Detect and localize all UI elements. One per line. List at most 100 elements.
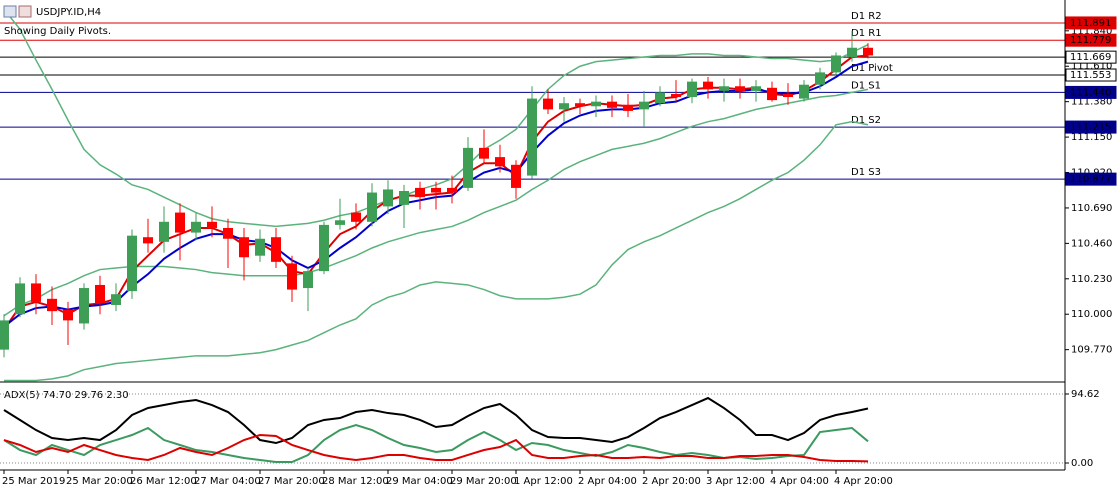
price-label-box xyxy=(1065,85,1117,99)
candle-body xyxy=(575,103,585,107)
candle-body xyxy=(639,101,649,110)
y-tick-label: 110.000 xyxy=(1071,309,1112,320)
candle-body xyxy=(159,221,169,242)
y-tick-label: 111.380 xyxy=(1071,97,1112,108)
indicator-line xyxy=(3,396,869,445)
candle-body xyxy=(847,47,857,57)
x-tick-label: 25 Mar 20:00 xyxy=(66,476,133,487)
indicator-line xyxy=(3,88,869,317)
x-tick-label: 29 Mar 20:00 xyxy=(450,476,517,487)
price-label-box xyxy=(1065,16,1117,30)
candle-body xyxy=(783,93,793,98)
candle-body xyxy=(703,81,713,90)
candle-body xyxy=(175,212,185,233)
pivot-name: D1 S1 xyxy=(851,80,881,91)
candle-body xyxy=(271,237,281,262)
price-label: 111.440 xyxy=(1070,87,1111,98)
candle-body xyxy=(207,221,217,228)
pivot-name: D1 R1 xyxy=(851,28,882,39)
indicator-line xyxy=(3,433,869,463)
candle-body xyxy=(415,187,425,198)
candle-body xyxy=(815,72,825,85)
candle-body xyxy=(191,221,201,233)
candle-body xyxy=(335,220,345,225)
candle-body xyxy=(831,55,841,73)
pivot-name: D1 S3 xyxy=(851,167,881,178)
y-tick-label: 110.230 xyxy=(1071,274,1112,285)
symbol-icon xyxy=(3,5,17,18)
candle-body xyxy=(255,238,265,256)
plot-area: D1 R2 D1 R1 D1 Pivot D1 S1 D1 S2 D1 S3 xyxy=(0,8,1065,382)
candle-body xyxy=(543,98,553,110)
candle-body xyxy=(31,283,41,302)
candle-body xyxy=(127,235,137,292)
candle-body xyxy=(863,47,873,56)
price-label: 111.669 xyxy=(1070,52,1111,63)
candle-body xyxy=(751,86,761,91)
candle-body xyxy=(687,81,697,98)
x-tick-label: 27 Mar 04:00 xyxy=(194,476,261,487)
candle-body xyxy=(367,192,377,222)
price-label-box xyxy=(1065,33,1117,47)
y-tick-label: 94.62 xyxy=(1071,389,1100,400)
x-tick-label: 27 Mar 20:00 xyxy=(258,476,325,487)
x-tick-label: 2 Apr 20:00 xyxy=(642,476,701,487)
candle-body xyxy=(479,147,489,159)
candle-body xyxy=(447,187,457,193)
x-tick-label: 4 Apr 20:00 xyxy=(834,476,893,487)
candle-body xyxy=(351,212,361,222)
x-tick-label: 26 Mar 12:00 xyxy=(130,476,197,487)
price-label-box xyxy=(1065,50,1117,64)
candle-body xyxy=(319,224,329,272)
candle-body xyxy=(591,101,601,107)
candle-body xyxy=(111,294,121,305)
candle-body xyxy=(287,263,297,290)
price-label: 111.779 xyxy=(1070,35,1111,46)
candle-body xyxy=(799,84,809,99)
pivot-name: D1 S2 xyxy=(851,115,881,126)
candle-body xyxy=(767,87,777,101)
candle-body xyxy=(63,309,73,321)
price-label: 110.877 xyxy=(1070,174,1111,185)
pivot-name: D1 Pivot xyxy=(851,63,893,74)
candle-body xyxy=(383,189,393,207)
x-tick-label: 28 Mar 12:00 xyxy=(322,476,389,487)
y-tick-label: 109.770 xyxy=(1071,345,1112,356)
candle-body xyxy=(623,104,633,111)
candle-body xyxy=(463,147,473,188)
price-label-box xyxy=(1065,120,1117,134)
candle-body xyxy=(511,164,521,188)
y-tick-label: 0.00 xyxy=(1071,458,1093,469)
y-tick-label: 111.150 xyxy=(1071,132,1112,143)
candle-body xyxy=(495,157,505,167)
y-tick-label: 111.840 xyxy=(1071,26,1112,37)
candle-body xyxy=(559,103,569,110)
candle-body xyxy=(303,271,313,289)
adx-title: ADX(5) 74.70 29.76 2.30 xyxy=(4,390,129,401)
x-tick-label: 3 Apr 12:00 xyxy=(706,476,765,487)
candle-body xyxy=(223,227,233,239)
candle-body xyxy=(527,98,537,176)
pivot-name: D1 R2 xyxy=(851,11,882,22)
candle-body xyxy=(431,187,441,193)
candle-body xyxy=(47,298,57,312)
indicator-line xyxy=(4,120,869,382)
candle-body xyxy=(399,191,409,205)
y-tick-label: 111.610 xyxy=(1071,61,1112,72)
x-tick-label: 4 Apr 04:00 xyxy=(770,476,829,487)
candle-body xyxy=(735,86,745,91)
x-tick-label: 25 Mar 2019 xyxy=(2,476,65,487)
price-label: 111.215 xyxy=(1070,122,1111,133)
timeframe-icon xyxy=(18,5,32,18)
x-tick-label: 1 Apr 12:00 xyxy=(514,476,573,487)
candle-body xyxy=(15,283,25,315)
price-label: 111.891 xyxy=(1070,18,1111,29)
candle-body xyxy=(239,237,249,258)
price-label-box xyxy=(1065,68,1117,82)
candle-body xyxy=(79,288,89,324)
candle-body xyxy=(607,101,617,108)
y-tick-label: 110.460 xyxy=(1071,238,1112,249)
chart-subtitle: Showing Daily Pivots. xyxy=(4,26,111,37)
candle-body xyxy=(0,320,9,350)
